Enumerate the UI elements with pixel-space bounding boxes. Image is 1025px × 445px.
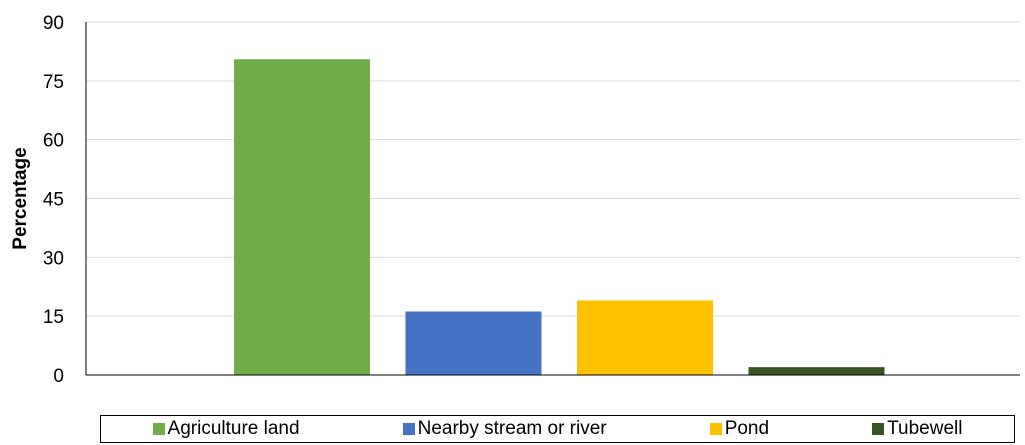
bar-nearby-stream-or-river <box>405 311 542 375</box>
legend: Agriculture land Nearby stream or river Po… <box>100 415 1015 443</box>
bar-pond <box>577 300 713 375</box>
legend-label: Pond <box>724 418 770 439</box>
legend-swatch <box>402 423 415 435</box>
legend-label: Agriculture land <box>167 418 300 439</box>
legend-swatch <box>152 423 165 435</box>
gridlines <box>86 21 1020 317</box>
y-tick-label: 45 <box>43 190 64 211</box>
legend-swatch <box>709 423 722 435</box>
bar-tubewell <box>748 367 885 375</box>
bar-chart: 0 15 30 45 60 75 90 Percentage <box>10 13 1020 387</box>
y-tick-label: 90 <box>43 13 64 34</box>
bar-agriculture-land <box>234 59 370 376</box>
legend-item: Agriculture land <box>152 418 300 440</box>
legend-item: Nearby stream or river <box>402 418 607 440</box>
y-tick-label: 0 <box>53 366 64 387</box>
y-axis-label: Percentage <box>10 147 31 249</box>
y-tick-label: 15 <box>43 307 64 328</box>
legend-swatch <box>872 423 885 435</box>
y-tick-label: 60 <box>43 131 64 152</box>
y-tick-label: 30 <box>43 248 64 269</box>
legend-item: Pond <box>709 418 770 440</box>
legend-label: Nearby stream or river <box>417 418 607 439</box>
legend-item: Tubewell <box>872 418 962 440</box>
y-axis-ticks: 0 15 30 45 60 75 90 <box>43 13 64 387</box>
bars <box>234 59 885 376</box>
legend-label: Tubewell <box>887 418 963 439</box>
y-tick-label: 75 <box>43 72 64 93</box>
